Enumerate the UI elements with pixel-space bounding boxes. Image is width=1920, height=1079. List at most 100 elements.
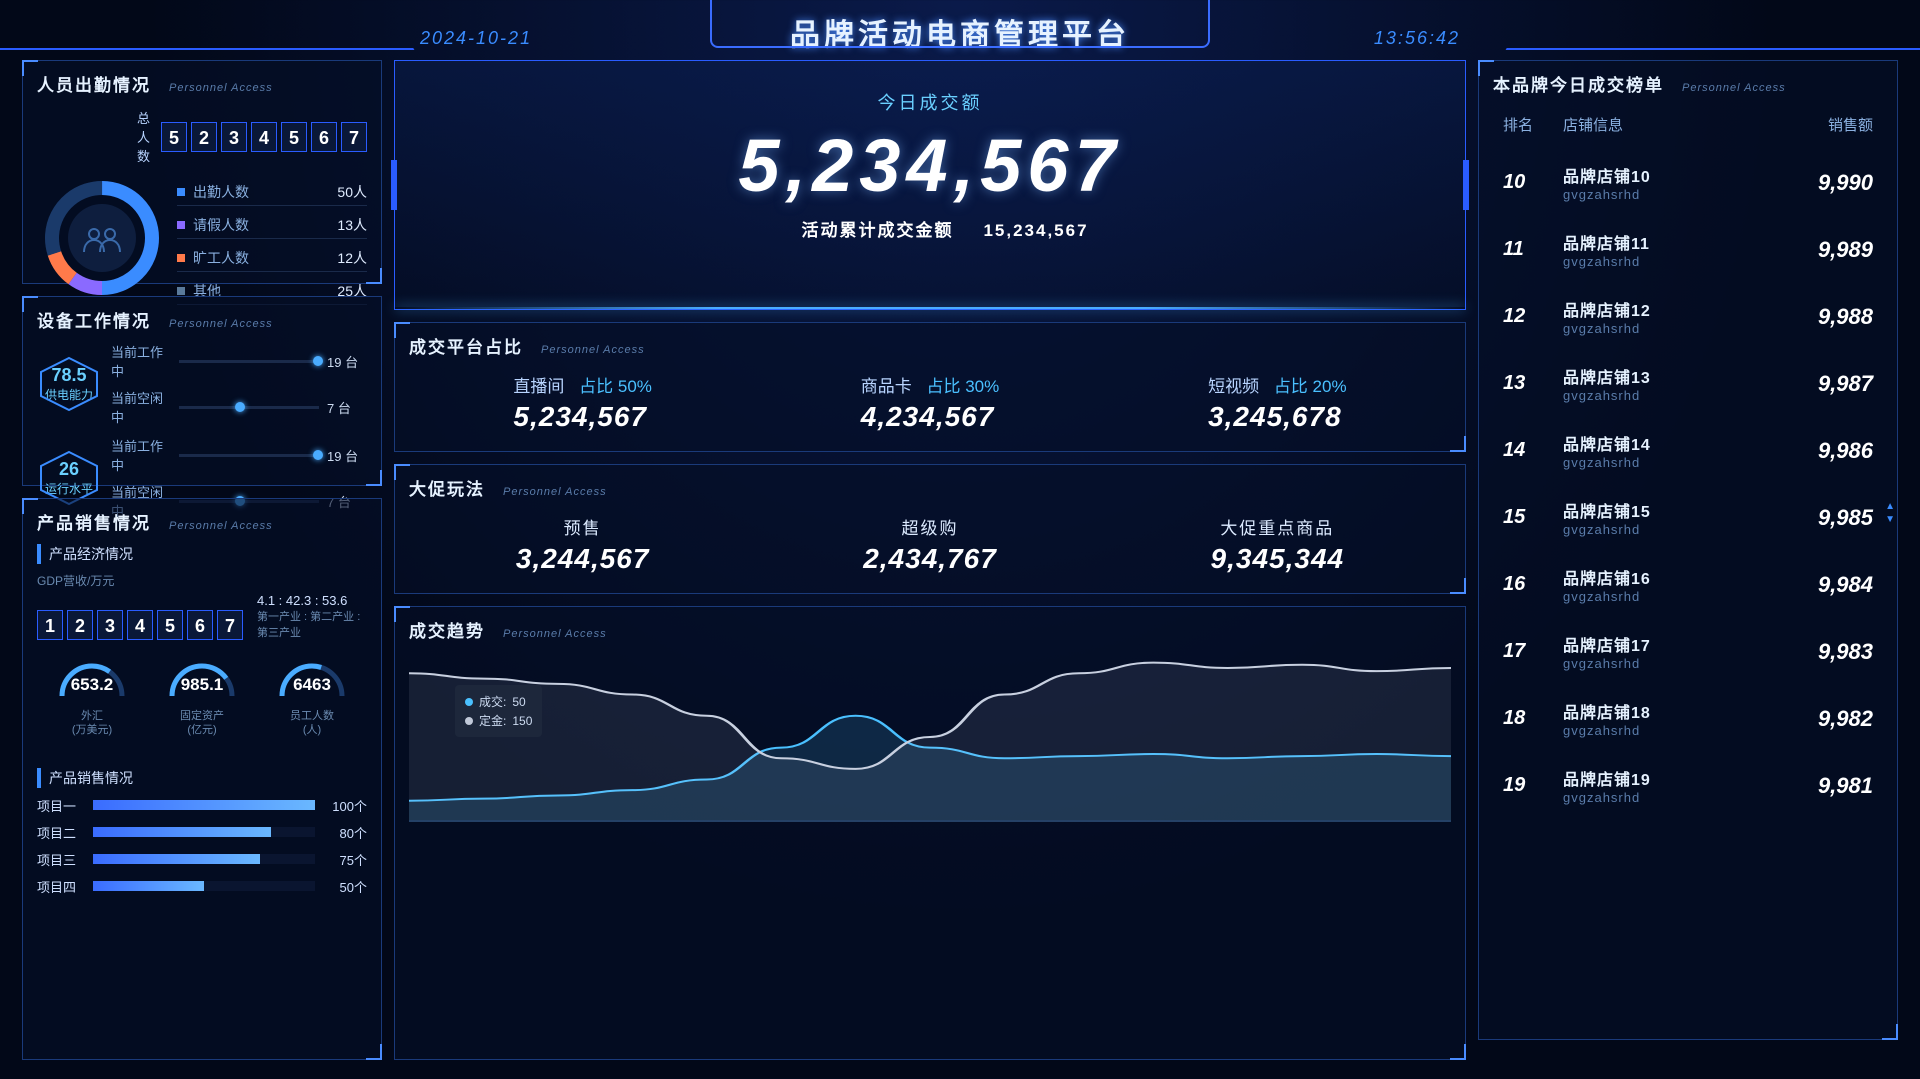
- rank-index: 15: [1503, 506, 1563, 529]
- rank-row[interactable]: 14 品牌店铺14 gvgzahsrhd 9,986: [1493, 417, 1883, 484]
- rank-store-sub: gvgzahsrhd: [1563, 187, 1773, 202]
- panel-trend: 成交趋势Personnel Access 成交: 50 定金: 150: [394, 606, 1466, 1060]
- bar-value: 19 台: [327, 352, 367, 371]
- app-header: 品牌活动电商管理平台 2024-10-21 13:56:42: [0, 0, 1920, 60]
- stat-label: 请假人数: [193, 215, 337, 235]
- stat-label: 出勤人数: [193, 182, 337, 202]
- rank-row[interactable]: 19 品牌店铺19 gvgzahsrhd 9,981: [1493, 752, 1883, 819]
- bar-value: 19 台: [327, 446, 367, 465]
- rank-row[interactable]: 17 品牌店铺17 gvgzahsrhd 9,983: [1493, 618, 1883, 685]
- digit: 4: [251, 122, 277, 152]
- rank-row[interactable]: 18 品牌店铺18 gvgzahsrhd 9,982: [1493, 685, 1883, 752]
- rank-sales-value: 9,985: [1773, 505, 1873, 531]
- stat-dot-icon: [177, 188, 185, 196]
- total-digits: 5234567: [161, 122, 367, 152]
- digit: 5: [281, 122, 307, 152]
- panel-product-sales: 产品销售情况Personnel Access 产品经济情况 GDP营收/万元 1…: [22, 498, 382, 1060]
- platform-ratio: 占比 50%: [579, 377, 652, 396]
- gauge: 6463 员工人数(人): [274, 654, 350, 758]
- rank-store-sub: gvgzahsrhd: [1563, 723, 1773, 738]
- platform-value: 3,245,678: [1208, 401, 1346, 433]
- rank-store-name: 品牌店铺11: [1563, 230, 1773, 254]
- stat-row: 请假人数 13人: [177, 212, 367, 239]
- rank-row[interactable]: 13 品牌店铺13 gvgzahsrhd 9,987: [1493, 350, 1883, 417]
- rank-sales-value: 9,987: [1773, 371, 1873, 397]
- digit: 2: [67, 610, 93, 640]
- bar-value: 7 台: [327, 398, 367, 417]
- col-store: 店铺信息: [1563, 114, 1783, 135]
- promo-title: 大促玩法: [409, 475, 485, 500]
- rank-store-name: 品牌店铺15: [1563, 498, 1773, 522]
- rank-store-sub: gvgzahsrhd: [1563, 522, 1773, 537]
- rank-store-name: 品牌店铺16: [1563, 565, 1773, 589]
- stat-value: 12人: [337, 248, 367, 268]
- promo-value: 2,434,767: [863, 543, 997, 575]
- rank-row[interactable]: 10 品牌店铺10 gvgzahsrhd 9,990: [1493, 149, 1883, 216]
- sale-bar-row: 项目二 80个: [37, 823, 367, 842]
- digit: 4: [127, 610, 153, 640]
- personnel-title: 人员出勤情况: [37, 71, 151, 96]
- today-total-label: 今日成交额: [395, 89, 1465, 115]
- sale-value: 80个: [323, 823, 367, 842]
- gauges: 653.2 外汇(万美元) 985.1 固定资产(亿元) 6463 员工人数(人…: [37, 654, 367, 758]
- panel-platform-share: 成交平台占比Personnel Access 直播间 占比 50% 5,234,…: [394, 322, 1466, 452]
- stat-label: 旷工人数: [193, 248, 337, 268]
- trend-chart: [409, 652, 1451, 822]
- legend-label: 成交:: [479, 693, 506, 710]
- panel-promo: 大促玩法Personnel Access 预售 3,244,567 超级购 2,…: [394, 464, 1466, 594]
- stat-row: 旷工人数 12人: [177, 245, 367, 272]
- rank-store-sub: gvgzahsrhd: [1563, 589, 1773, 604]
- digit: 5: [161, 122, 187, 152]
- rank-index: 13: [1503, 372, 1563, 395]
- rank-index: 11: [1503, 238, 1563, 261]
- stat-value: 50人: [337, 182, 367, 202]
- rank-row[interactable]: 12 品牌店铺12 gvgzahsrhd 9,988: [1493, 283, 1883, 350]
- equip-bar-row: 当前工作中 19 台: [111, 436, 367, 474]
- sale-label: 项目二: [37, 823, 85, 842]
- rank-store-name: 品牌店铺18: [1563, 699, 1773, 723]
- platform-title: 成交平台占比: [409, 333, 523, 358]
- promo-name: 超级购: [863, 514, 997, 539]
- rank-sales-value: 9,983: [1773, 639, 1873, 665]
- trend-title: 成交趋势: [409, 617, 485, 642]
- equip-bar-row: 当前工作中 19 台: [111, 342, 367, 380]
- promo-item: 预售 3,244,567: [516, 514, 650, 575]
- rank-sales-value: 9,981: [1773, 773, 1873, 799]
- rank-row[interactable]: 16 品牌店铺16 gvgzahsrhd 9,984: [1493, 551, 1883, 618]
- rank-store-name: 品牌店铺10: [1563, 163, 1773, 187]
- scroll-indicator[interactable]: ▲▼: [1885, 501, 1895, 525]
- attendance-ring-chart: [37, 173, 167, 303]
- legend-value: 150: [512, 714, 532, 728]
- panel-ranking: 本品牌今日成交榜单Personnel Access 排名 店铺信息 销售额 10…: [1478, 60, 1898, 1040]
- platform-item: 短视频 占比 20% 3,245,678: [1208, 372, 1346, 433]
- attendance-stats: 出勤人数 50人 请假人数 13人 旷工人数 12人 其他 25人: [177, 173, 367, 305]
- rank-index: 19: [1503, 774, 1563, 797]
- equip-bar-row: 当前空闲中 7 台: [111, 388, 367, 426]
- sale-value: 100个: [323, 796, 367, 815]
- industry-labels: 第一产业 : 第二产业 : 第三产业: [257, 608, 367, 640]
- rank-store-sub: gvgzahsrhd: [1563, 388, 1773, 403]
- rank-store-sub: gvgzahsrhd: [1563, 321, 1773, 336]
- sale-label: 项目三: [37, 850, 85, 869]
- gauge: 653.2 外汇(万美元): [54, 654, 130, 758]
- gdp-digits: 1234567: [37, 610, 243, 640]
- legend-item: 成交: 50: [465, 693, 532, 710]
- rank-index: 16: [1503, 573, 1563, 596]
- equipment-title: 设备工作情况: [37, 307, 151, 332]
- rank-row[interactable]: 11 品牌店铺11 gvgzahsrhd 9,989: [1493, 216, 1883, 283]
- digit: 1: [37, 610, 63, 640]
- rank-store-name: 品牌店铺13: [1563, 364, 1773, 388]
- sale-label: 项目四: [37, 877, 85, 896]
- platform-item: 商品卡 占比 30% 4,234,567: [861, 372, 999, 433]
- rank-sales-value: 9,986: [1773, 438, 1873, 464]
- rank-row[interactable]: 15 品牌店铺15 gvgzahsrhd 9,985: [1493, 484, 1883, 551]
- rank-store-sub: gvgzahsrhd: [1563, 455, 1773, 470]
- rank-store-sub: gvgzahsrhd: [1563, 656, 1773, 671]
- product-title: 产品销售情况: [37, 509, 151, 534]
- total-label: 总人数: [137, 108, 151, 165]
- digit: 6: [311, 122, 337, 152]
- digit: 3: [97, 610, 123, 640]
- sale-bar-row: 项目四 50个: [37, 877, 367, 896]
- rank-store-sub: gvgzahsrhd: [1563, 790, 1773, 805]
- legend-dot-icon: [465, 698, 473, 706]
